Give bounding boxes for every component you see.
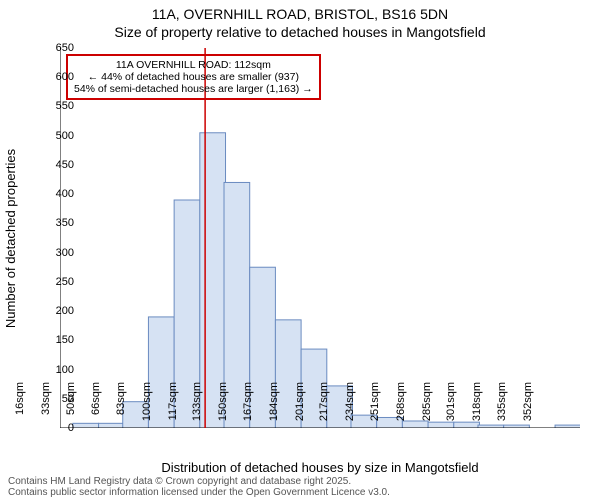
y-tick-label: 300 [40,247,74,259]
footer-line2: Contains public sector information licen… [8,487,390,498]
y-tick-label: 250 [40,276,74,288]
y-tick-label: 650 [40,42,74,54]
y-tick-label: 100 [40,364,74,376]
y-tick-label: 550 [40,100,74,112]
x-tick-label: 16sqm [14,382,26,432]
y-tick-label: 350 [40,217,74,229]
footer-attribution: Contains HM Land Registry data © Crown c… [8,476,390,498]
footer-line1: Contains HM Land Registry data © Crown c… [8,476,390,487]
plot-svg [60,48,580,428]
y-axis-label: Number of detached properties [4,48,18,428]
y-tick-label: 450 [40,159,74,171]
x-tick-label: 66sqm [90,382,102,432]
y-tick-label: 200 [40,305,74,317]
x-tick-label: 251sqm [369,382,381,432]
x-tick-label: 352sqm [522,382,534,432]
annotation-box: 11A OVERNHILL ROAD: 112sqm ← 44% of deta… [66,54,321,100]
x-tick-label: 301sqm [445,382,457,432]
x-tick-label: 268sqm [395,382,407,432]
x-tick-label: 285sqm [421,382,433,432]
x-tick-label: 50sqm [65,382,77,432]
annotation-line2: ← 44% of detached houses are smaller (93… [74,71,313,83]
chart-title-sub: Size of property relative to detached ho… [0,24,600,40]
y-tick-label: 400 [40,188,74,200]
x-tick-label: 217sqm [318,382,330,432]
x-axis-label: Distribution of detached houses by size … [60,460,580,475]
property-size-histogram: 11A, OVERNHILL ROAD, BRISTOL, BS16 5DN S… [0,0,600,500]
plot-area: 11A OVERNHILL ROAD: 112sqm ← 44% of deta… [60,48,580,428]
y-tick-label: 600 [40,71,74,83]
x-tick-label: 33sqm [40,382,52,432]
x-tick-label: 167sqm [242,382,254,432]
x-tick-label: 133sqm [191,382,203,432]
x-tick-label: 335sqm [496,382,508,432]
x-tick-label: 117sqm [167,382,179,432]
chart-title-main: 11A, OVERNHILL ROAD, BRISTOL, BS16 5DN [0,6,600,22]
x-tick-label: 184sqm [268,382,280,432]
x-tick-label: 83sqm [115,382,127,432]
x-tick-label: 100sqm [141,382,153,432]
x-tick-label: 201sqm [294,382,306,432]
y-tick-label: 150 [40,334,74,346]
x-tick-label: 150sqm [217,382,229,432]
annotation-line3: 54% of semi-detached houses are larger (… [74,83,313,95]
annotation-line1: 11A OVERNHILL ROAD: 112sqm [74,59,313,71]
y-tick-label: 500 [40,130,74,142]
x-tick-label: 234sqm [344,382,356,432]
x-tick-label: 318sqm [471,382,483,432]
